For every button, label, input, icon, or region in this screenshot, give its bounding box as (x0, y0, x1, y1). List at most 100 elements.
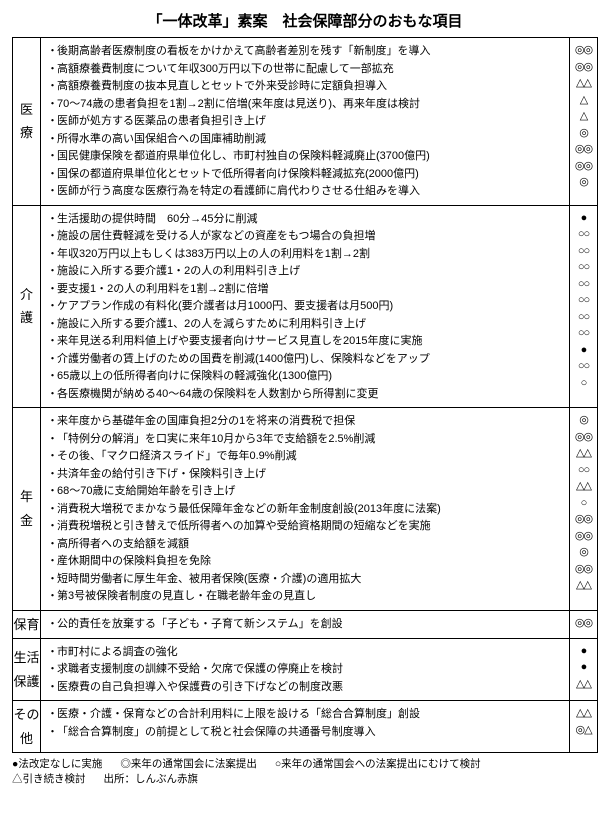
item-text: 来年度から基礎年金の国庫負担2分の1を将来の消費税で担保 (57, 413, 563, 430)
status-mark: △△ (572, 478, 595, 495)
item-text: 施設に入所する要介護1・2の人の利用料引き上げ (57, 263, 563, 280)
bullet-icon: ・ (47, 501, 57, 518)
bullet-icon: ・ (47, 431, 57, 448)
list-item: ・国民健康保険を都道府県単位化し、市町村独自の保険料軽減廃止(3700億円) (47, 148, 563, 165)
list-item: ・要支援1・2の人の利用料を1割→2割に倍増 (47, 281, 563, 298)
marks-cell: ◎◎◎◎△△△△◎◎◎◎◎◎ (569, 38, 597, 205)
section-row: 年金・来年度から基礎年金の国庫負担2分の1を将来の消費税で担保・「特例分の解消」… (13, 408, 597, 611)
legend-item: ●法改定なしに実施 (12, 758, 102, 770)
item-text: 産休期間中の保険料負担を免除 (57, 553, 563, 570)
item-text: 要支援1・2の人の利用料を1割→2割に倍増 (57, 281, 563, 298)
item-text: その後、「マクロ経済スライド」で毎年0.9%削減 (57, 448, 563, 465)
bullet-icon: ・ (47, 61, 57, 78)
bullet-icon: ・ (47, 386, 57, 403)
item-text: 高所得者への支給額を減額 (57, 536, 563, 553)
item-text: 68～70歳に支給開始年齢を引き上げ (57, 483, 563, 500)
status-mark: ◎◎ (572, 141, 595, 158)
status-mark: ◎◎ (572, 158, 595, 175)
bullet-icon: ・ (47, 166, 57, 183)
status-mark: ◎◎ (572, 59, 595, 76)
bullet-icon: ・ (47, 588, 57, 605)
item-text: 短時間労働者に厚生年金、被用者保険(医療・介護)の適用拡大 (57, 571, 563, 588)
bullet-icon: ・ (47, 131, 57, 148)
list-item: ・求職者支援制度の訓練不受給・欠席で保護の停廃止を検討 (47, 661, 563, 678)
list-item: ・国保の都道府県単位化とセットで低所得者向け保険料軽減拡充(2000億円) (47, 166, 563, 183)
list-item: ・高額療養費制度の抜本見直しとセットで外来受診時に定額負担導入 (47, 78, 563, 95)
items-cell: ・来年度から基礎年金の国庫負担2分の1を将来の消費税で担保・「特例分の解消」を口… (41, 408, 569, 610)
item-text: 高額療養費制度の抜本見直しとセットで外来受診時に定額負担導入 (57, 78, 563, 95)
item-text: 国民健康保険を都道府県単位化し、市町村独自の保険料軽減廃止(3700億円) (57, 148, 563, 165)
items-cell: ・後期高齢者医療制度の看板をかけかえて高齢者差別を残す「新制度」を導入・高額療養… (41, 38, 569, 205)
status-mark: ○○ (572, 358, 595, 375)
status-mark: ○○ (572, 276, 595, 293)
bullet-icon: ・ (47, 644, 57, 661)
status-mark: ● (572, 210, 595, 227)
status-mark: ○○ (572, 309, 595, 326)
bullet-icon: ・ (47, 571, 57, 588)
marks-cell: ●●△△ (569, 639, 597, 701)
status-mark: △△ (572, 705, 595, 722)
status-mark: ○○ (572, 243, 595, 260)
status-mark: ◎◎ (572, 561, 595, 578)
list-item: ・年収320万円以上もしくは383万円以上の人の利用料を1割→2割 (47, 246, 563, 263)
list-item: ・ケアプラン作成の有料化(要介護者は月1000円、要支援者は月500円) (47, 298, 563, 315)
item-text: 医師が処方する医薬品の患者負担引き上げ (57, 113, 563, 130)
item-text: 市町村による調査の強化 (57, 644, 563, 661)
status-mark: ○○ (572, 292, 595, 309)
list-item: ・所得水準の高い国保組合への国庫補助削減 (47, 131, 563, 148)
category-char: 医 (20, 98, 33, 121)
category-cell: 保育 (13, 611, 41, 638)
list-item: ・医療・介護・保育などの合計利用料に上限を設ける「総合合算制度」創設 (47, 706, 563, 723)
items-cell: ・市町村による調査の強化・求職者支援制度の訓練不受給・欠席で保護の停廃止を検討・… (41, 639, 569, 701)
bullet-icon: ・ (47, 96, 57, 113)
bullet-icon: ・ (47, 263, 57, 280)
status-mark: ○○ (572, 226, 595, 243)
category-char: 金 (20, 509, 33, 532)
item-text: 医療費の自己負担導入や保護費の引き下げなどの制度改悪 (57, 679, 563, 696)
list-item: ・第3号被保険者制度の見直し・在職老齢年金の見直し (47, 588, 563, 605)
status-mark: ○○ (572, 259, 595, 276)
legend-item: ◎来年の通常国会に法案提出 (120, 758, 257, 770)
category-cell: 生活保護 (13, 639, 41, 701)
item-text: 所得水準の高い国保組合への国庫補助削減 (57, 131, 563, 148)
list-item: ・「特例分の解消」を口実に来年10月から3年で支給額を2.5%削減 (47, 431, 563, 448)
bullet-icon: ・ (47, 483, 57, 500)
item-text: 消費税増税と引き替えで低所得者への加算や受給資格期間の短縮などを実施 (57, 518, 563, 535)
status-mark: △△ (572, 75, 595, 92)
bullet-icon: ・ (47, 518, 57, 535)
category-cell: 介護 (13, 206, 41, 408)
bullet-icon: ・ (47, 298, 57, 315)
item-text: 国保の都道府県単位化とセットで低所得者向け保険料軽減拡充(2000億円) (57, 166, 563, 183)
legend-item: 出所：しんぶん赤旗 (104, 773, 199, 785)
status-mark: ○○ (572, 325, 595, 342)
status-mark: △△ (572, 577, 595, 594)
list-item: ・公的責任を放棄する「子ども・子育て新システム」を創設 (47, 616, 563, 633)
list-item: ・各医療機関が納める40～64歳の保険料を人数割から所得割に変更 (47, 386, 563, 403)
list-item: ・医師が処方する医薬品の患者負担引き上げ (47, 113, 563, 130)
status-mark: ◎ (572, 544, 595, 561)
item-text: 施設に入所する要介護1、2の人を減らすために利用料引き上げ (57, 316, 563, 333)
bullet-icon: ・ (47, 113, 57, 130)
section-row: 生活保護・市町村による調査の強化・求職者支援制度の訓練不受給・欠席で保護の停廃止… (13, 639, 597, 702)
item-text: 共済年金の給付引き下げ・保険料引き上げ (57, 466, 563, 483)
item-text: 高額療養費制度について年収300万円以下の世帯に配慮して一部拡充 (57, 61, 563, 78)
item-text: 医療・介護・保育などの合計利用料に上限を設ける「総合合算制度」創設 (57, 706, 563, 723)
category-char: 療 (20, 121, 33, 144)
list-item: ・短時間労働者に厚生年金、被用者保険(医療・介護)の適用拡大 (47, 571, 563, 588)
bullet-icon: ・ (47, 316, 57, 333)
category-char: 護 (20, 306, 33, 329)
item-text: 施設の居住費軽減を受ける人が家などの資産をもつ場合の負担増 (57, 228, 563, 245)
list-item: ・来年見送る利用料値上げや要支援者向けサービス見直しを2015年度に実施 (47, 333, 563, 350)
bullet-icon: ・ (47, 536, 57, 553)
status-mark: ◎◎ (572, 429, 595, 446)
bullet-icon: ・ (47, 183, 57, 200)
bullet-icon: ・ (47, 246, 57, 263)
category-char: その (13, 703, 39, 726)
marks-cell: ◎◎ (569, 611, 597, 638)
category-char: 介 (20, 283, 33, 306)
main-table: 医療・後期高齢者医療制度の看板をかけかえて高齢者差別を残す「新制度」を導入・高額… (12, 37, 598, 753)
bullet-icon: ・ (47, 281, 57, 298)
list-item: ・消費税大増税でまかなう最低保障年金などの新年金制度創設(2013年度に法案) (47, 501, 563, 518)
status-mark: ○ (572, 375, 595, 392)
bullet-icon: ・ (47, 661, 57, 678)
